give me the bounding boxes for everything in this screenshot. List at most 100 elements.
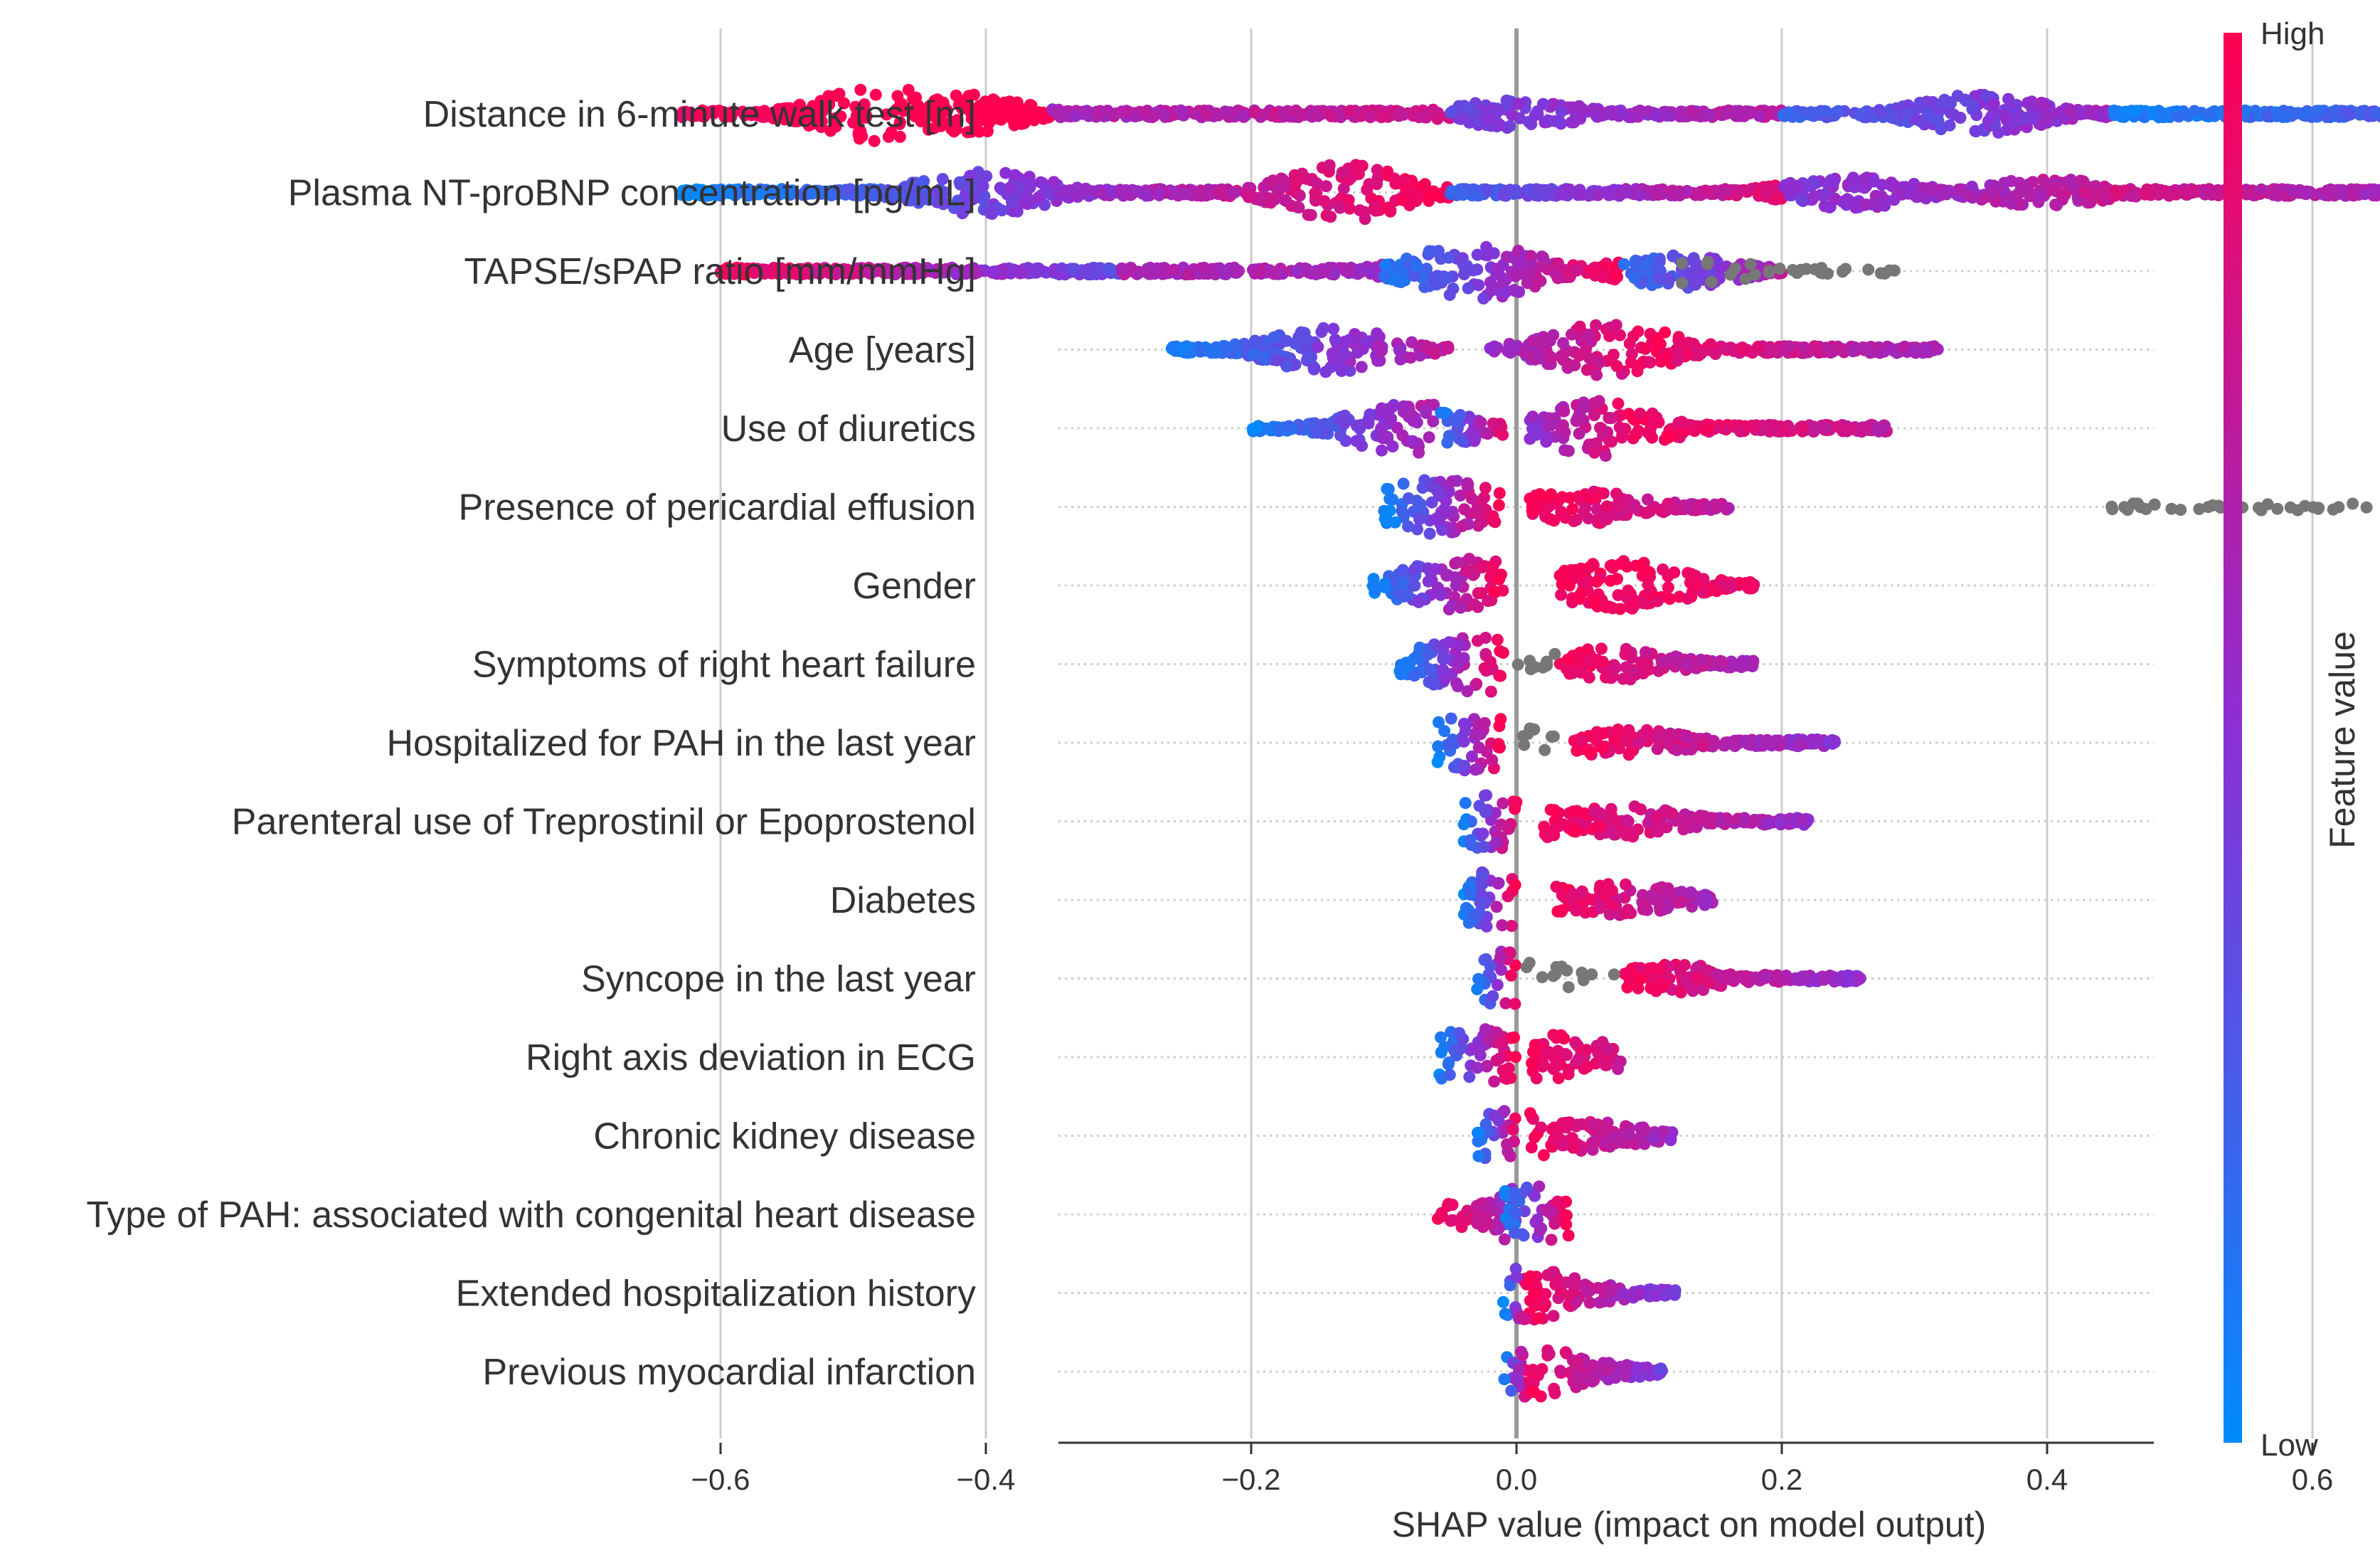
shap-point	[1557, 336, 1570, 349]
shap-point	[1153, 186, 1165, 199]
shap-point	[1355, 361, 1368, 373]
shap-point	[1362, 417, 1375, 430]
shap-point	[1573, 407, 1586, 420]
shap-point	[1395, 265, 1408, 277]
shap-point	[1492, 499, 1505, 512]
shap-point	[1639, 342, 1652, 355]
shap-point	[2040, 110, 2053, 122]
shap-point	[1575, 666, 1588, 679]
shap-point	[1786, 264, 1799, 276]
shap-point	[1383, 504, 1396, 517]
shap-point	[1800, 263, 1812, 275]
shap-point	[999, 166, 1012, 179]
shap-point	[1834, 421, 1847, 434]
shap-point	[1631, 365, 1644, 378]
shap-point	[2312, 502, 2325, 514]
shap-point	[1536, 661, 1549, 674]
shap-point	[1487, 417, 1499, 430]
shap-point	[1592, 189, 1604, 201]
shap-point	[1228, 186, 1241, 199]
shap-point	[2278, 110, 2290, 123]
shap-point	[1490, 263, 1503, 275]
shap-point	[1394, 353, 1407, 366]
shap-point	[1674, 189, 1686, 201]
shap-point	[1396, 504, 1408, 517]
shap-point	[2286, 184, 2299, 196]
shap-point	[1689, 425, 1701, 438]
shap-point	[1718, 184, 1731, 197]
shap-point	[1902, 107, 1914, 120]
shap-point	[1504, 120, 1516, 132]
shap-point	[1457, 652, 1470, 664]
shap-point	[1571, 264, 1583, 277]
shap-point	[1385, 413, 1398, 425]
shap-point	[1739, 272, 1752, 285]
shap-point	[1776, 424, 1789, 437]
shap-point	[1948, 108, 1960, 121]
shap-point	[1009, 169, 1021, 181]
shap-point	[1547, 329, 1560, 341]
shap-point	[2118, 501, 2131, 514]
shap-point	[1634, 559, 1647, 572]
shap-point	[1334, 201, 1346, 214]
shap-point	[1688, 273, 1701, 286]
shap-point	[1773, 263, 1786, 275]
shap-point	[1650, 260, 1662, 273]
shap-point	[869, 88, 882, 101]
shap-point	[1454, 601, 1467, 614]
shap-point	[1832, 105, 1844, 117]
shap-point	[1371, 164, 1383, 176]
shap-point	[1765, 346, 1777, 359]
shap-point	[1489, 516, 1502, 529]
shap-point	[1413, 513, 1425, 526]
shap-point	[2255, 183, 2268, 196]
shap-point	[1408, 270, 1420, 282]
shap-point	[1847, 423, 1859, 435]
shap-point	[1998, 110, 2011, 122]
shap-point	[1374, 345, 1387, 358]
shap-point	[1368, 580, 1381, 593]
shap-point	[1617, 258, 1630, 270]
shap-point	[2238, 104, 2251, 117]
shap-point	[1467, 184, 1479, 196]
shap-point	[1309, 268, 1322, 280]
shap-point	[2108, 109, 2120, 122]
shap-point	[1400, 657, 1413, 669]
shap-point	[1425, 107, 1438, 120]
shap-point	[2201, 501, 2214, 514]
shap-point	[1587, 594, 1600, 606]
shap-point	[1556, 188, 1569, 201]
shap-point	[1797, 106, 1810, 119]
shap-point	[1590, 397, 1603, 410]
shap-point	[1312, 341, 1324, 354]
shap-point	[1208, 267, 1221, 280]
shap-point	[1649, 109, 1662, 122]
shap-point	[1677, 416, 1689, 429]
shap-point	[1442, 342, 1455, 355]
shap-point	[1704, 338, 1717, 351]
shap-point	[1494, 645, 1507, 657]
shap-point	[2130, 105, 2142, 117]
shap-point	[1355, 263, 1368, 275]
shap-point	[1480, 184, 1493, 196]
shap-point	[1461, 479, 1474, 492]
shap-point	[1579, 502, 1592, 514]
shap-point	[1751, 341, 1764, 354]
shap-point	[1429, 563, 1442, 576]
shap-point	[1194, 345, 1207, 358]
shap-point	[1500, 273, 1512, 286]
shap-point	[1280, 360, 1293, 373]
shap-point	[1888, 194, 1901, 206]
shap-point	[1315, 419, 1328, 432]
shap-point	[1812, 346, 1825, 359]
shap-point	[1032, 191, 1045, 204]
shap-point	[1736, 107, 1748, 120]
shap-point	[1646, 431, 1659, 444]
shap-point	[1613, 421, 1626, 434]
shap-point	[1491, 633, 1504, 646]
shap-point	[1382, 483, 1395, 496]
shap-point	[945, 123, 958, 136]
shap-point	[1623, 337, 1636, 350]
shap-point	[2332, 501, 2345, 514]
shap-point	[1376, 432, 1389, 445]
